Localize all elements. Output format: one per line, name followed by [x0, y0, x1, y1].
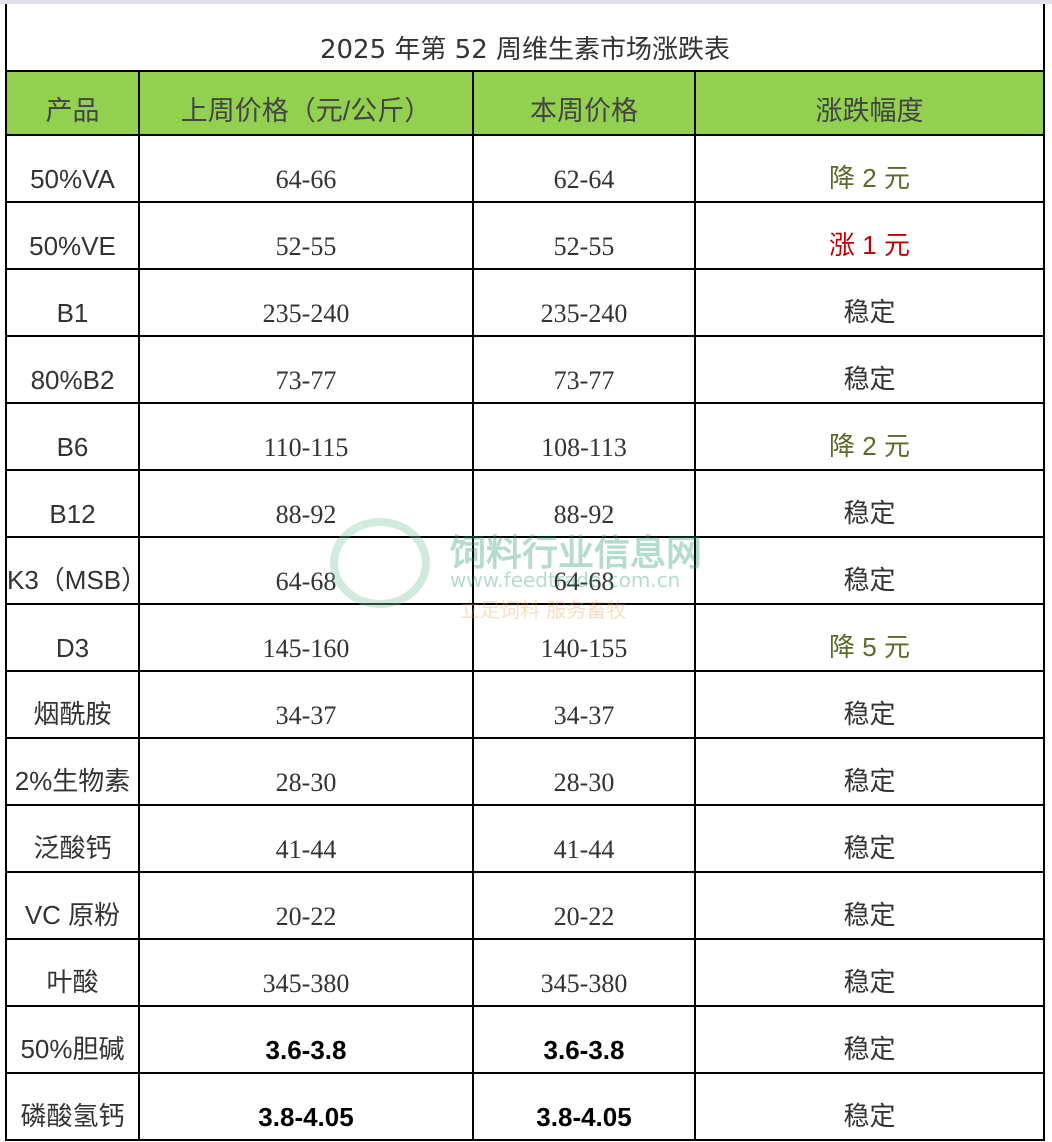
change-cell: 稳定	[694, 938, 1045, 1007]
table-row: D3 145-160 140-155 降 5 元	[5, 603, 1045, 672]
last-week-price-cell: 3.6-3.8	[138, 1005, 474, 1074]
product-cell: D3	[5, 603, 140, 672]
change-cell: 稳定	[694, 1005, 1045, 1074]
this-week-price-cell: 3.6-3.8	[472, 1005, 696, 1074]
last-week-price-cell: 345-380	[138, 938, 474, 1007]
change-cell: 稳定	[694, 268, 1045, 337]
table-row: B1 235-240 235-240 稳定	[5, 268, 1045, 337]
this-week-price-cell: 73-77	[472, 335, 696, 404]
product-cell: B6	[5, 402, 140, 471]
change-cell: 降 2 元	[694, 134, 1045, 203]
this-week-price-cell: 62-64	[472, 134, 696, 203]
product-cell: B12	[5, 469, 140, 538]
table-row: 50%VE 52-55 52-55 涨 1 元	[5, 201, 1045, 270]
product-cell: 叶酸	[5, 938, 140, 1007]
last-week-price-cell: 41-44	[138, 804, 474, 873]
table-row: VC 原粉 20-22 20-22 稳定	[5, 871, 1045, 940]
change-cell: 稳定	[694, 335, 1045, 404]
last-week-price-cell: 64-68	[138, 536, 474, 605]
last-week-price-cell: 20-22	[138, 871, 474, 940]
last-week-price-cell: 64-66	[138, 134, 474, 203]
product-cell: K3（MSB）	[5, 536, 147, 605]
header-last-week-price: 上周价格（元/公斤）	[138, 70, 474, 136]
change-cell: 稳定	[694, 670, 1045, 739]
change-cell: 稳定	[694, 536, 1045, 605]
table-row: 2%生物素 28-30 28-30 稳定	[5, 737, 1045, 806]
this-week-price-cell: 235-240	[472, 268, 696, 337]
header-product: 产品	[5, 70, 140, 136]
last-week-price-cell: 3.8-4.05	[138, 1072, 474, 1141]
this-week-price-cell: 34-37	[472, 670, 696, 739]
change-cell: 稳定	[694, 737, 1045, 806]
change-cell: 稳定	[694, 469, 1045, 538]
change-cell: 降 5 元	[694, 603, 1045, 672]
table-row: K3（MSB） 64-68 64-68 稳定	[5, 536, 1045, 605]
this-week-price-cell: 20-22	[472, 871, 696, 940]
header-row: 产品 上周价格（元/公斤） 本周价格 涨跌幅度	[5, 70, 1045, 136]
this-week-price-cell: 88-92	[472, 469, 696, 538]
this-week-price-cell: 28-30	[472, 737, 696, 806]
change-cell: 稳定	[694, 871, 1045, 940]
product-cell: 50%VE	[5, 201, 140, 270]
product-cell: 80%B2	[5, 335, 140, 404]
table-row: 磷酸氢钙 3.8-4.05 3.8-4.05 稳定	[5, 1072, 1045, 1141]
this-week-price-cell: 41-44	[472, 804, 696, 873]
product-cell: 50%胆碱	[5, 1005, 140, 1074]
last-week-price-cell: 235-240	[138, 268, 474, 337]
product-cell: 泛酸钙	[5, 804, 140, 873]
product-cell: 50%VA	[5, 134, 140, 203]
product-cell: VC 原粉	[5, 871, 140, 940]
table-row: B12 88-92 88-92 稳定	[5, 469, 1045, 538]
header-this-week-price: 本周价格	[472, 70, 696, 136]
this-week-price-cell: 140-155	[472, 603, 696, 672]
table-row: B6 110-115 108-113 降 2 元	[5, 402, 1045, 471]
product-cell: 2%生物素	[5, 737, 140, 806]
change-cell: 稳定	[694, 804, 1045, 873]
product-cell: 烟酰胺	[5, 670, 140, 739]
top-bar	[0, 0, 1052, 4]
this-week-price-cell: 64-68	[472, 536, 696, 605]
table-row: 50%胆碱 3.6-3.8 3.6-3.8 稳定	[5, 1005, 1045, 1074]
table-title: 2025 年第 52 周维生素市场涨跌表	[5, 4, 1045, 70]
this-week-price-cell: 52-55	[472, 201, 696, 270]
last-week-price-cell: 28-30	[138, 737, 474, 806]
this-week-price-cell: 345-380	[472, 938, 696, 1007]
table-row: 50%VA 64-66 62-64 降 2 元	[5, 134, 1045, 203]
price-table: 产品 上周价格（元/公斤） 本周价格 涨跌幅度 50%VA 64-66 62-64 降…	[5, 70, 1045, 1141]
table-row: 泛酸钙 41-44 41-44 稳定	[5, 804, 1045, 873]
change-cell: 稳定	[694, 1072, 1045, 1141]
last-week-price-cell: 110-115	[138, 402, 474, 471]
last-week-price-cell: 145-160	[138, 603, 474, 672]
product-cell: 磷酸氢钙	[5, 1072, 140, 1141]
last-week-price-cell: 34-37	[138, 670, 474, 739]
product-cell: B1	[5, 268, 140, 337]
last-week-price-cell: 88-92	[138, 469, 474, 538]
this-week-price-cell: 108-113	[472, 402, 696, 471]
change-cell: 涨 1 元	[694, 201, 1045, 270]
change-cell: 降 2 元	[694, 402, 1045, 471]
price-table-container: 2025 年第 52 周维生素市场涨跌表 产品 上周价格（元/公斤） 本周价格 …	[5, 4, 1045, 1141]
last-week-price-cell: 73-77	[138, 335, 474, 404]
table-row: 叶酸 345-380 345-380 稳定	[5, 938, 1045, 1007]
table-row: 烟酰胺 34-37 34-37 稳定	[5, 670, 1045, 739]
this-week-price-cell: 3.8-4.05	[472, 1072, 696, 1141]
last-week-price-cell: 52-55	[138, 201, 474, 270]
header-change: 涨跌幅度	[694, 70, 1045, 136]
table-row: 80%B2 73-77 73-77 稳定	[5, 335, 1045, 404]
